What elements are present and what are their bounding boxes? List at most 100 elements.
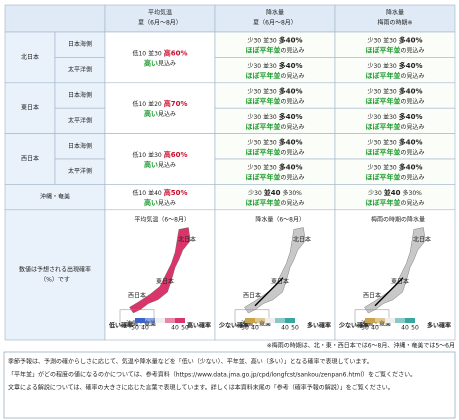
subregion-name: 太平洋側	[68, 66, 92, 74]
legend-swatch	[265, 318, 275, 323]
outlook-rest: の見込み	[400, 72, 424, 80]
cell	[334, 57, 456, 84]
probability: 少30	[248, 190, 262, 197]
outlook-rest: の見込み	[400, 148, 424, 156]
probability: 多40%	[279, 87, 303, 96]
legend-swatch	[365, 318, 375, 323]
outlook-rest: 見込み	[158, 110, 176, 118]
header-cell	[104, 4, 216, 33]
probabilities: 少30 並30 多40%	[367, 36, 422, 45]
region-cell	[4, 133, 56, 185]
map-label: 数値は予想される出現確率	[19, 265, 91, 273]
probabilities: 少30 並30 多40%	[247, 87, 302, 96]
subregion-name: 太平洋側	[68, 167, 92, 175]
legend-low: 低い確率	[108, 322, 133, 330]
legend-swatch	[135, 318, 145, 323]
probability: 並30	[383, 112, 397, 120]
subregion-name: 日本海側	[68, 91, 92, 99]
outlook-rest: の見込み	[280, 97, 304, 105]
cell	[334, 133, 456, 160]
cell	[104, 82, 216, 134]
outlook: ほぼ平年並の見込み	[245, 71, 304, 80]
map-title: 平均気温（6～8月）	[134, 215, 190, 223]
probabilities: 少30 並30 多40%	[367, 112, 422, 121]
probability: 多40%	[279, 112, 303, 121]
legend-swatch	[245, 318, 255, 323]
outlook-word: ほぼ平年並	[365, 97, 400, 106]
outlook: ほぼ平年並の見込み	[365, 173, 424, 182]
legend-scale: 50	[131, 325, 139, 332]
outlook-word: 高い	[144, 160, 158, 169]
probability: 低10	[132, 189, 146, 197]
japan-map	[364, 227, 426, 314]
probability: 多40%	[399, 137, 423, 146]
legend-swatch	[275, 318, 285, 323]
map-region-label: 西日本	[128, 291, 146, 299]
cell	[214, 184, 336, 211]
legend-low: 少ない確率	[218, 322, 249, 330]
outlook: 高い見込み	[144, 160, 176, 169]
outlook-rest: の見込み	[280, 46, 304, 54]
map-label-cell	[4, 209, 106, 341]
probability: 並30	[383, 163, 397, 171]
outlook-word: ほぼ平年並	[245, 147, 280, 156]
probability: 少30	[368, 190, 382, 197]
probability: 多40%	[279, 163, 303, 172]
probability: 少30	[247, 139, 261, 146]
outlook-word: 高い	[144, 109, 158, 118]
subregion-cell	[54, 31, 106, 58]
legend-low: 少ない確率	[338, 322, 369, 330]
subregion-name: 日本海側	[68, 142, 92, 150]
map-label: （%）です	[40, 276, 70, 283]
map-title: 梅雨の時期の降水量	[371, 215, 425, 223]
map-region-label: 東日本	[156, 277, 174, 285]
outlook: ほぼ平年並の見込み	[365, 198, 424, 207]
probability: 多40%	[399, 61, 423, 70]
probability: 少30	[367, 113, 381, 120]
outlook-word: ほぼ平年並	[365, 71, 400, 80]
legend-swatch	[255, 318, 265, 323]
probability: 並30	[263, 62, 277, 70]
outlook-word: ほぼ平年並	[365, 198, 400, 207]
outlook: ほぼ平年並の見込み	[365, 122, 424, 131]
legend-swatch	[155, 318, 165, 323]
probability: 多30%	[403, 189, 423, 197]
footnote: ※梅雨の時期は、北・東・西日本では6～8月、沖縄・奄美では5～6月	[267, 342, 455, 350]
probability: 少30	[247, 164, 261, 171]
japan-map	[129, 227, 191, 314]
cell	[334, 158, 456, 185]
probabilities: 少30 並30 多40%	[367, 61, 422, 70]
outlook-word: ほぼ平年並	[245, 198, 280, 207]
outlook-word: 高い	[144, 58, 158, 67]
column-period: 梅雨の時期※	[377, 19, 412, 27]
probability: 並30	[263, 87, 277, 95]
probability: 高50%	[164, 188, 188, 197]
region-boundary	[254, 277, 284, 307]
notes-box	[3, 351, 456, 419]
probabilities: 少30 並30 多40%	[247, 137, 302, 146]
region-name: 西日本	[21, 155, 39, 163]
map-region-label: 沖縄・奄美	[126, 319, 156, 327]
outlook: 高い見込み	[144, 109, 176, 118]
map-title: 降水量（6～8月）	[255, 215, 305, 223]
outlook: ほぼ平年並の見込み	[365, 46, 424, 55]
legend-scale: 50	[181, 325, 189, 332]
probabilities: 少30 並30 多40%	[367, 163, 422, 172]
cell	[214, 107, 336, 134]
probability: 多40%	[399, 36, 423, 45]
outlook-rest: の見込み	[400, 97, 424, 105]
probability: 少30	[247, 113, 261, 120]
legend-swatch	[385, 318, 395, 323]
map-region-label: 北日本	[293, 235, 311, 243]
legend-scale: 40	[251, 325, 259, 332]
region-name: 東日本	[21, 104, 39, 112]
probability: 高60%	[164, 48, 188, 57]
outlook: ほぼ平年並の見込み	[365, 71, 424, 80]
outlook-rest: の見込み	[400, 199, 424, 207]
note-line: 「平年並」がどの程度の値になるのかについては、参考資料（https://www.…	[8, 371, 416, 379]
legend-swatch	[175, 318, 185, 323]
probability: 低10	[132, 151, 146, 159]
outlook-word: ほぼ平年並	[365, 147, 400, 156]
japan-map	[244, 227, 306, 314]
